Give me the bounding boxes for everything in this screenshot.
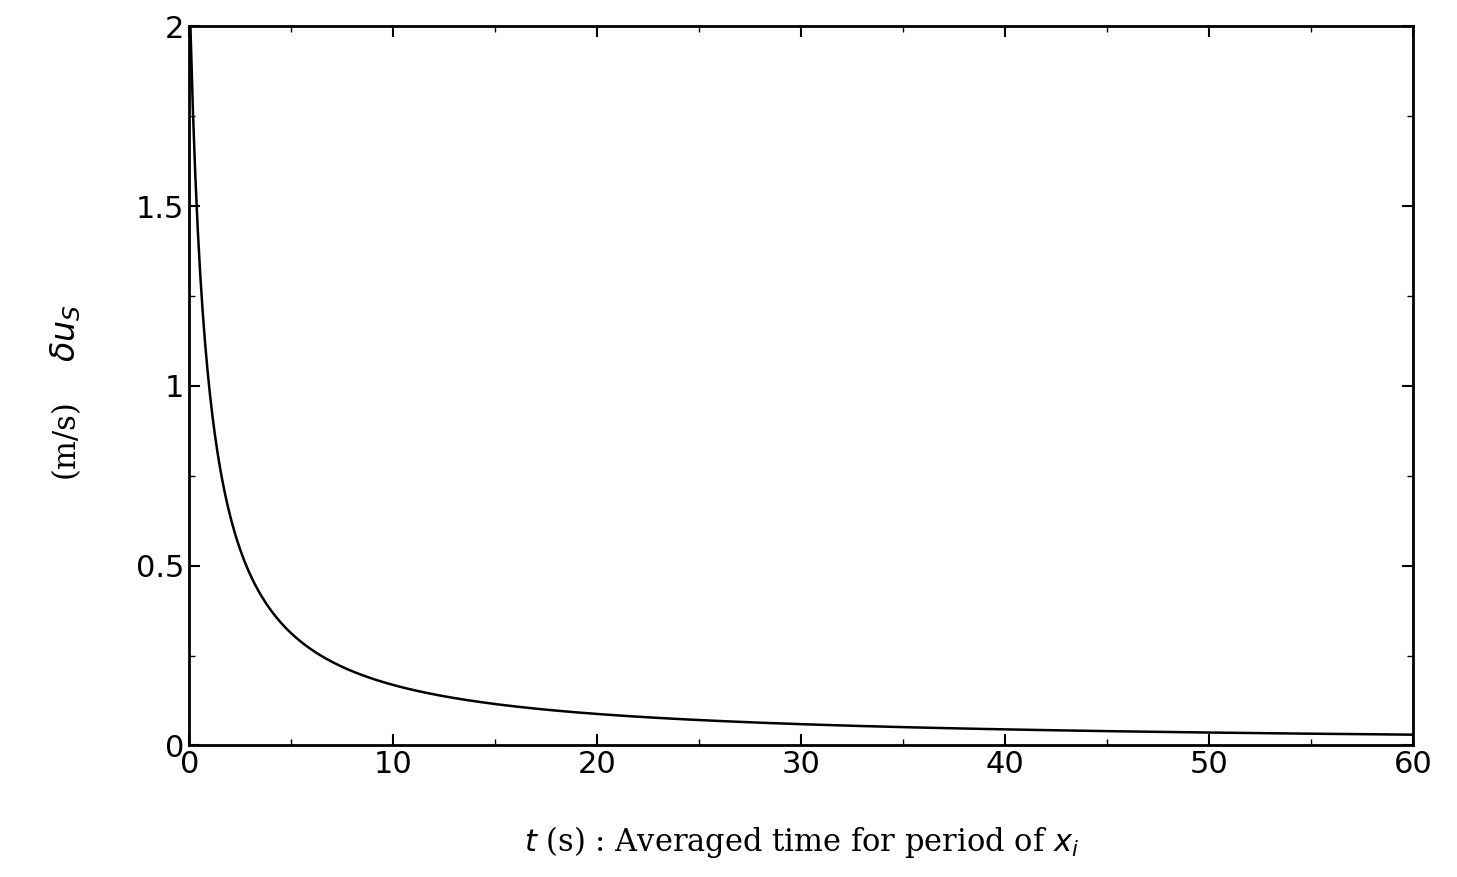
Text: (m/s): (m/s) [50,399,82,478]
Text: $\delta u_S$: $\delta u_S$ [48,304,83,362]
Text: $t$ (s) : Averaged time for period of $x_i$: $t$ (s) : Averaged time for period of $x… [525,824,1078,860]
